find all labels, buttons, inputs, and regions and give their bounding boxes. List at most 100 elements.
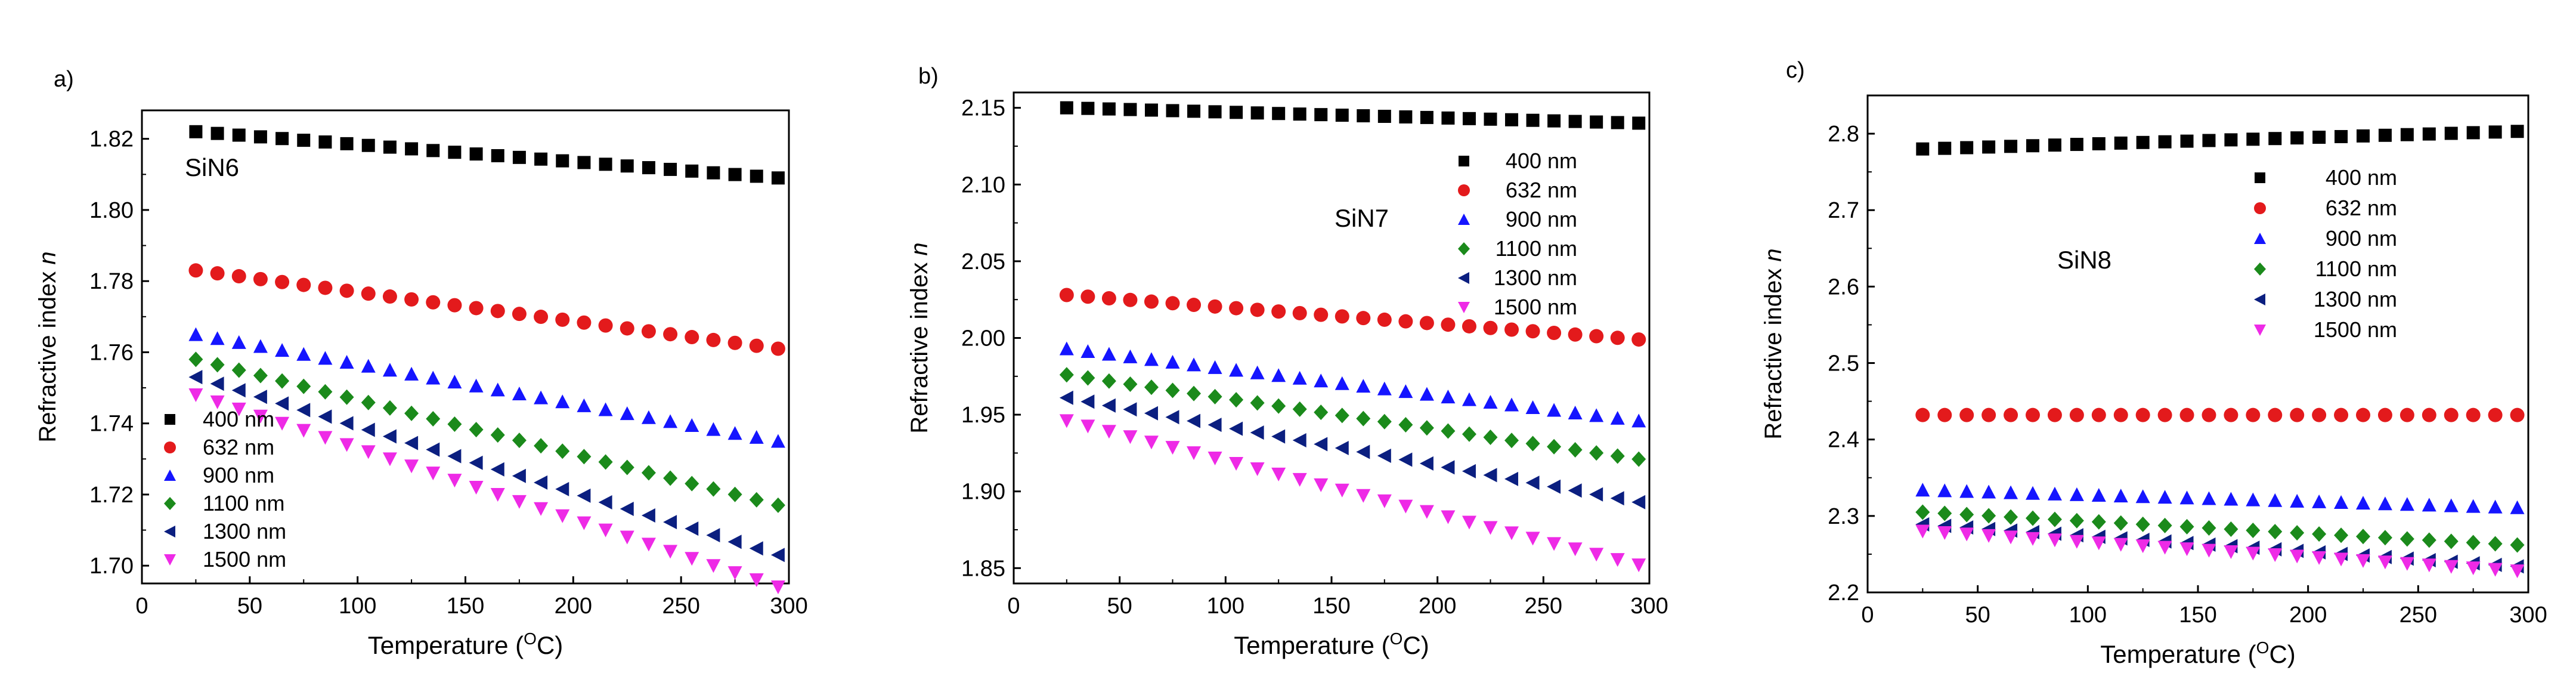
legend-item: 900 nm [1458,207,1577,231]
legend-item: 1300 nm [1458,265,1577,290]
y-tick-label: 2.10 [961,172,1005,197]
legend-item: 400 nm [2255,165,2397,190]
data-point [1059,390,1073,405]
data-point [1611,116,1624,129]
data-point [770,580,785,594]
data-point [2268,548,2283,562]
data-point [1144,352,1159,366]
data-point [1250,302,1265,317]
data-point [1059,288,1074,302]
data-point [512,387,527,401]
data-point [469,455,483,470]
data-point [318,431,333,445]
data-point [318,135,332,149]
x-tick-label: 250 [1525,594,1562,619]
data-point [1937,526,1952,540]
data-point [318,409,332,424]
data-point [2488,563,2503,577]
data-point [382,289,397,304]
data-point [1568,542,1583,557]
data-point [577,488,591,503]
data-point [1959,484,1974,498]
legend-label: 1300 nm [203,519,286,543]
data-point [2312,494,2327,508]
data-point [1419,420,1434,436]
data-point [188,370,203,385]
data-point [2180,134,2194,148]
data-point [275,132,289,146]
data-point [1462,426,1476,442]
data-point [728,168,742,181]
series-900-nm [1059,341,1646,428]
data-point [2047,511,2062,527]
data-point [598,495,612,509]
data-point [1314,437,1328,452]
legend-item: 1100 nm [164,491,284,515]
data-point [1292,472,1307,487]
data-point [2356,496,2370,510]
data-point [404,366,419,381]
series-1500-nm [1059,414,1646,573]
data-point [1208,388,1222,404]
data-point [749,573,764,588]
x-tick-label: 100 [339,594,376,619]
data-point [1419,505,1434,519]
data-point [188,351,203,367]
panel-label: c) [1786,58,1805,83]
data-point [253,367,268,384]
data-point [1377,110,1391,123]
legend-label: 1500 nm [203,547,286,572]
data-point [447,449,462,464]
data-point [534,502,549,516]
data-point [382,363,397,377]
data-point [1547,537,1562,551]
x-tick-label: 200 [2289,603,2327,628]
data-point [2135,516,2150,532]
series-1300-nm [188,370,785,563]
legend-marker [1458,214,1470,225]
data-point [685,552,699,566]
data-point [189,125,203,138]
data-point [297,134,311,147]
legend-item: 900 nm [2254,226,2397,251]
data-point [1915,483,1930,497]
data-point [1314,307,1329,322]
x-tick-label: 0 [1007,594,1020,619]
data-point [1293,107,1306,121]
data-point [2334,527,2349,543]
data-point [2377,555,2392,570]
series-1100-nm [188,351,785,513]
panel-label: a) [54,67,74,92]
data-point [1314,108,1328,122]
data-point [1123,376,1138,392]
data-point [1081,101,1095,115]
series-900-nm [1915,483,2525,514]
legend: 400 nm 632 nm 900 nm 1100 nm 1300 nm 1500 nm [2254,165,2397,342]
x-axis-label: Temperature (OC) [2100,638,2296,668]
data-point [1229,392,1244,408]
data-point [598,318,613,333]
data-point [2091,536,2106,551]
x-tick-label: 150 [447,594,484,619]
data-point [1441,423,1456,439]
data-point [1377,448,1391,463]
data-point [1568,115,1582,128]
data-point [512,433,527,449]
data-point [1356,410,1371,427]
data-point [2466,561,2481,576]
data-point [1419,456,1433,471]
data-point [1377,381,1392,396]
data-point [2179,490,2194,505]
data-point [1610,410,1625,425]
data-point [2444,407,2459,422]
data-point [1271,467,1286,481]
data-point [2268,407,2283,422]
legend-label: 400 nm [1506,149,1577,173]
data-point [663,545,678,559]
data-point [2047,486,2062,501]
data-point [253,130,267,144]
x-tick-label: 50 [237,594,262,619]
data-point [1589,408,1604,422]
data-point [749,541,763,556]
x-tick-label: 200 [555,594,592,619]
